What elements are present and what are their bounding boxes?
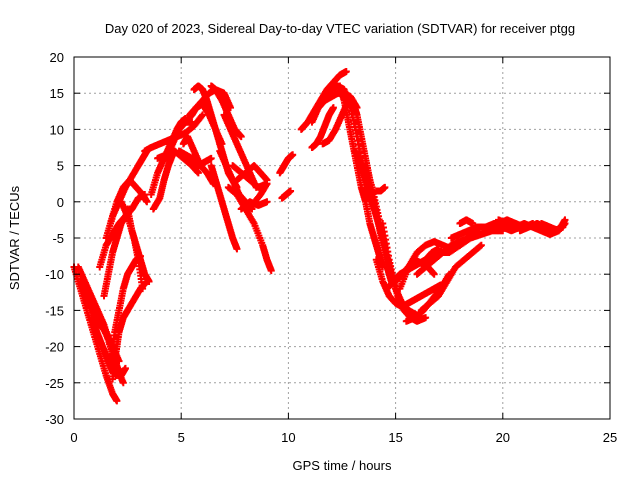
y-tick-label: -15 [45, 303, 64, 318]
data-point [115, 357, 123, 365]
series-pass-40 [308, 104, 337, 151]
grid-lines [74, 57, 610, 419]
data-point [561, 216, 569, 224]
x-tick-label: 25 [603, 430, 617, 445]
y-tick-label: 5 [57, 159, 64, 174]
y-tick-label: -5 [52, 231, 64, 246]
series-pass-22 [186, 100, 226, 148]
x-tick-label: 15 [388, 430, 402, 445]
data-point [143, 198, 151, 206]
data-point [145, 277, 153, 285]
series-pass-24 [175, 147, 215, 170]
series-pass-7 [109, 277, 151, 383]
data-point [207, 154, 215, 162]
data-point [381, 183, 389, 191]
series-pass-25 [207, 162, 241, 253]
series-pass-42 [336, 82, 387, 271]
y-tick-labels: -30 -25 -20 -15 -10 -5 0 5 10 15 20 [45, 50, 64, 427]
series-pass-55 [424, 227, 507, 264]
data-point [113, 397, 121, 405]
y-tick-label: -25 [45, 376, 64, 391]
data-point [263, 176, 271, 184]
series-pass-54 [402, 270, 453, 325]
y-tick-label: 20 [50, 50, 64, 65]
data-point [199, 111, 207, 119]
data-point [119, 379, 127, 387]
y-tick-label: 10 [50, 122, 64, 137]
data-point [263, 198, 271, 206]
data-point [237, 133, 245, 141]
data-point [342, 67, 350, 75]
y-tick-label: -10 [45, 267, 64, 282]
data-point [287, 187, 295, 195]
series-pass-35 [276, 151, 297, 177]
data-point [329, 104, 337, 112]
x-tick-label: 0 [70, 430, 77, 445]
series-pass-57 [456, 216, 477, 228]
y-axis-label: SDTVAR / TECUs [7, 185, 22, 290]
data-point [267, 267, 275, 275]
data-point [445, 270, 453, 278]
series-pass-34 [237, 198, 271, 213]
series-pass-50 [372, 183, 389, 195]
series-pass-33 [233, 162, 271, 184]
x-tick-label: 20 [496, 430, 510, 445]
data-point [469, 220, 477, 228]
x-axis-label: GPS time / hours [293, 458, 392, 473]
data-points [70, 67, 569, 405]
series-pass-61 [537, 216, 569, 235]
data-point [121, 364, 129, 372]
y-tick-label: -20 [45, 340, 64, 355]
x-tick-label: 10 [281, 430, 295, 445]
data-point [289, 151, 297, 159]
y-tick-label: 15 [50, 86, 64, 101]
data-point [139, 285, 147, 293]
data-point [477, 241, 485, 249]
series-pass-12 [106, 176, 151, 228]
y-tick-label: -30 [45, 412, 64, 427]
data-point [430, 270, 438, 278]
x-tick-label: 5 [178, 430, 185, 445]
data-point [233, 245, 241, 253]
data-point [194, 169, 202, 177]
x-tick-labels: 0 5 10 15 20 25 [70, 430, 617, 445]
series-pass-14 [124, 205, 153, 285]
chart-title: Day 020 of 2023, Sidereal Day-to-day VTE… [105, 21, 575, 36]
axis-ticks [73, 56, 611, 420]
series-pass-36 [278, 187, 295, 202]
y-tick-label: 0 [57, 195, 64, 210]
